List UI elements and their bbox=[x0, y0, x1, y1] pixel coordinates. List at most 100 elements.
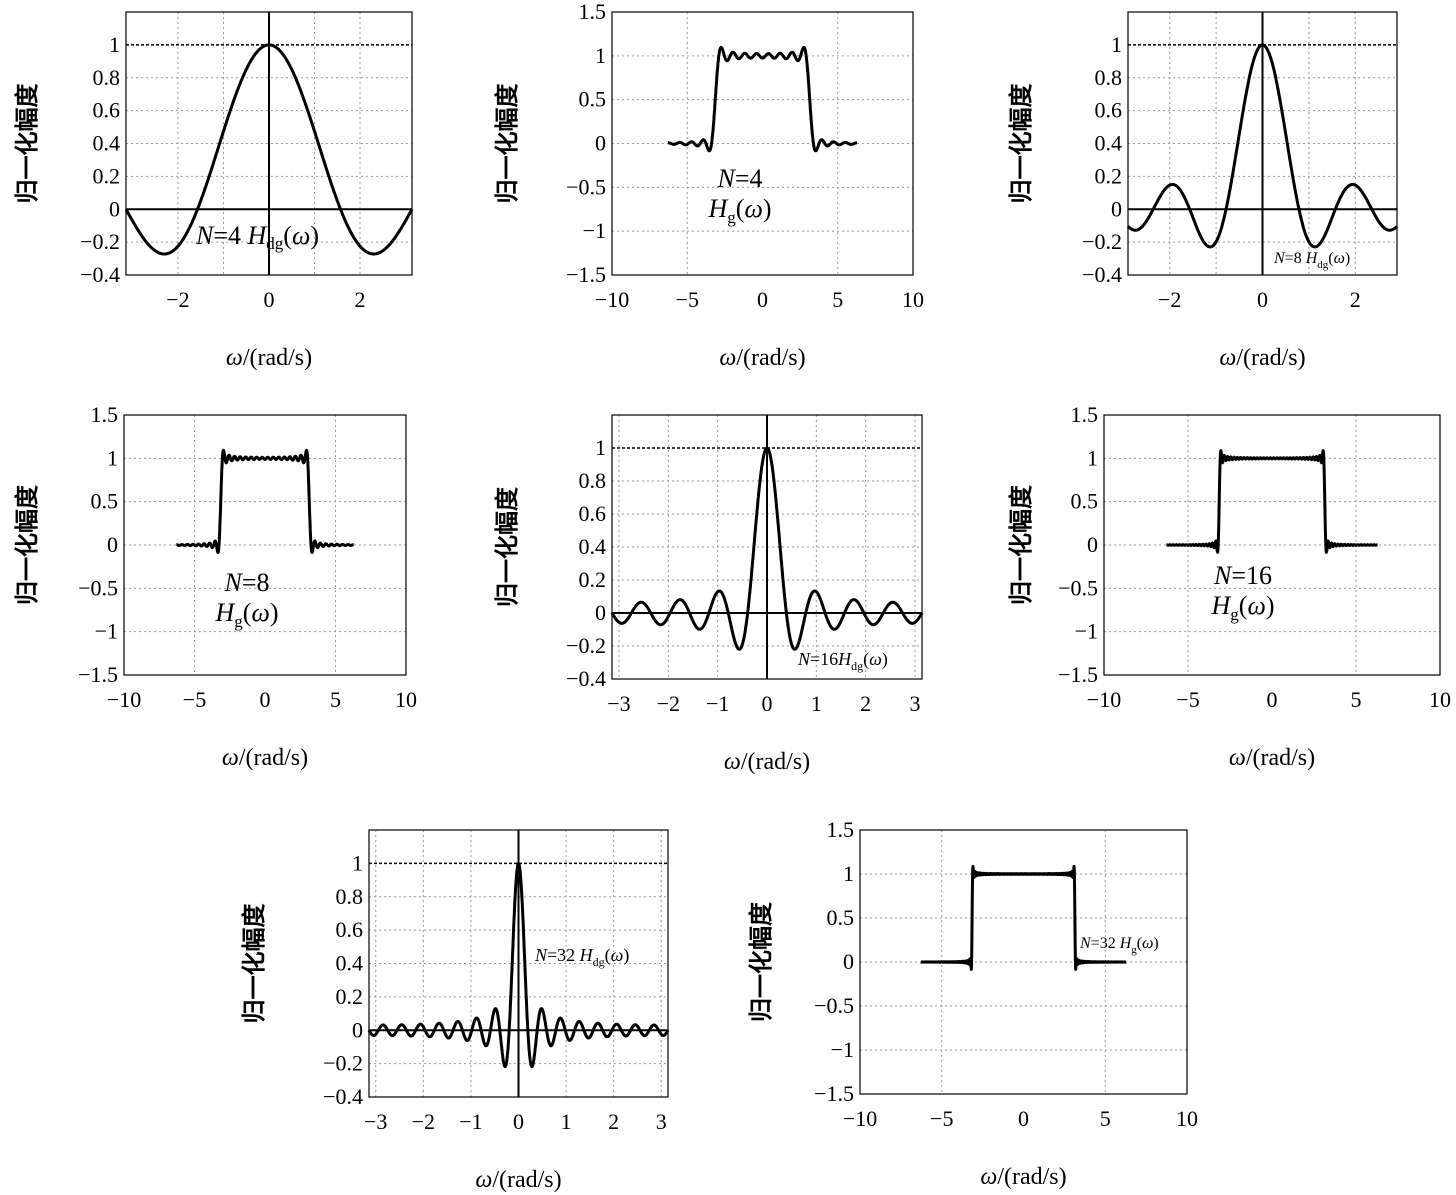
y-tick-label: 0.2 bbox=[336, 984, 364, 1009]
chart-panel-7: −3 −2 −1 0 1 2 3 −0.4 −0.2 0 0.2 0.4 0.6 0.8 1 ω/(rad/s… bbox=[240, 829, 670, 1193]
y-axis-label: 归一化幅度 bbox=[13, 83, 41, 204]
y-tick-label: 0.4 bbox=[579, 534, 607, 559]
x-tick-label: −1 bbox=[459, 1109, 482, 1134]
y-tick-label: 1 bbox=[107, 445, 118, 470]
x-tick-label: −2 bbox=[166, 287, 189, 312]
y-tick-label: 0.6 bbox=[93, 98, 121, 123]
y-axis-label: 归一化幅度 bbox=[1007, 484, 1035, 605]
y-tick-label: −0.5 bbox=[566, 174, 606, 199]
y-tick-label: 0.2 bbox=[579, 567, 607, 592]
y-axis-label: 归一化幅度 bbox=[747, 901, 775, 1022]
plot-frame bbox=[123, 414, 407, 676]
y-tick-label: 1.5 bbox=[579, 0, 607, 24]
y-tick-label: 0.8 bbox=[93, 65, 121, 90]
y-axis-label: 归一化幅度 bbox=[1007, 83, 1035, 204]
y-tick-label: 0.6 bbox=[1095, 98, 1123, 123]
x-tick-label: 0 bbox=[762, 691, 773, 716]
y-axis-label: 归一化幅度 bbox=[493, 486, 521, 607]
series-line bbox=[367, 861, 670, 1069]
y-tick-label: −1.5 bbox=[78, 662, 118, 687]
x-tick-label: 10 bbox=[1429, 687, 1451, 712]
x-tick-label: 5 bbox=[832, 287, 843, 312]
x-tick-label: 0 bbox=[260, 687, 271, 712]
y-tick-label: −0.2 bbox=[323, 1051, 363, 1076]
x-tick-label: 5 bbox=[1351, 687, 1362, 712]
y-tick-label: −0.2 bbox=[1082, 229, 1122, 254]
x-tick-label: −3 bbox=[607, 691, 630, 716]
series-annotation: N=4 Hdg(ω) bbox=[195, 221, 319, 253]
x-tick-label: 0 bbox=[1267, 687, 1278, 712]
x-tick-label: 0 bbox=[757, 287, 768, 312]
x-tick-label: −10 bbox=[1087, 687, 1121, 712]
x-tick-label: 0 bbox=[1257, 287, 1268, 312]
y-tick-label: −0.2 bbox=[80, 229, 120, 254]
y-tick-label: 0 bbox=[109, 196, 120, 221]
chart-panel-8: −10 −5 0 5 10 −1.5 −1 −0.5 0 0.5 1 1.5 ω/(rad/s) 归一化幅… bbox=[747, 817, 1198, 1190]
x-axis-label: ω/(rad/s) bbox=[719, 345, 805, 371]
x-tick-label: 1 bbox=[811, 691, 822, 716]
chart-panel-5: −3 −2 −1 0 1 2 3 −0.4 −0.2 0 0.2 0.4 0.6 0.8 1 ω/(rad/s… bbox=[493, 414, 924, 775]
series-line bbox=[1165, 449, 1379, 554]
y-tick-label: −1 bbox=[95, 619, 118, 644]
series-line bbox=[610, 446, 924, 651]
x-tick-label: −2 bbox=[1158, 287, 1181, 312]
x-axis-label: ω/(rad/s) bbox=[980, 1164, 1066, 1190]
y-tick-label: −0.4 bbox=[1082, 262, 1122, 287]
x-axis-label: ω/(rad/s) bbox=[1219, 345, 1305, 371]
x-tick-label: 2 bbox=[355, 287, 366, 312]
y-tick-label: −1.5 bbox=[1058, 662, 1098, 687]
x-tick-label: 2 bbox=[1350, 287, 1361, 312]
y-tick-label: 0 bbox=[595, 131, 606, 156]
x-axis-label: ω/(rad/s) bbox=[222, 745, 308, 771]
series-annotation: N=8 Hdg(ω) bbox=[1273, 250, 1350, 271]
x-tick-label: −5 bbox=[930, 1106, 953, 1131]
y-tick-label: −1.5 bbox=[566, 262, 606, 287]
y-tick-label: 0.2 bbox=[93, 163, 121, 188]
series-annotation: N=32 Hdg(ω) bbox=[534, 945, 629, 969]
y-tick-label: 1.5 bbox=[827, 817, 855, 842]
x-tick-label: 2 bbox=[608, 1109, 619, 1134]
x-tick-label: −10 bbox=[107, 687, 141, 712]
series-annotation: Hg(ω) bbox=[215, 598, 279, 631]
y-axis-label: 归一化幅度 bbox=[13, 484, 41, 605]
y-tick-label: 0.4 bbox=[336, 951, 364, 976]
x-tick-label: 0 bbox=[1018, 1106, 1029, 1131]
x-tick-label: 5 bbox=[330, 687, 341, 712]
chart-panel-4: −10 −5 0 5 10 −1.5 −1 −0.5 0 0.5 1 1.5 ω/(rad/s) 归一化幅… bbox=[13, 402, 417, 771]
plot-frame bbox=[859, 829, 1188, 1095]
x-tick-label: 2 bbox=[860, 691, 871, 716]
y-tick-label: 1.5 bbox=[91, 402, 119, 427]
x-axis-label: ω/(rad/s) bbox=[1229, 745, 1315, 771]
x-tick-label: 10 bbox=[1176, 1106, 1198, 1131]
x-tick-label: 3 bbox=[656, 1109, 667, 1134]
series-annotation: N=4 bbox=[716, 164, 762, 193]
y-tick-label: −0.5 bbox=[78, 575, 118, 600]
y-tick-label: 0.6 bbox=[579, 501, 607, 526]
y-tick-label: 0.8 bbox=[1095, 65, 1123, 90]
x-tick-label: 5 bbox=[1100, 1106, 1111, 1131]
x-axis-label: ω/(rad/s) bbox=[724, 749, 810, 775]
y-tick-label: −1 bbox=[831, 1037, 854, 1062]
y-tick-label: 0.5 bbox=[1071, 489, 1099, 514]
plot-frame bbox=[1127, 11, 1398, 276]
y-tick-label: 1 bbox=[1111, 32, 1122, 57]
x-tick-label: 0 bbox=[264, 287, 275, 312]
y-tick-label: 0 bbox=[352, 1017, 363, 1042]
series-line bbox=[1126, 43, 1399, 249]
plot-frame bbox=[1103, 414, 1441, 676]
chart-panel-1: −2 0 2 −0.4 −0.2 0 0.2 0.4 0.6 0.8 1 ω/(rad/s) 归一化幅度… bbox=[13, 11, 414, 371]
plot-frame bbox=[611, 11, 914, 276]
plot-frame bbox=[125, 11, 413, 276]
x-tick-label: 10 bbox=[902, 287, 924, 312]
y-tick-label: 0.5 bbox=[91, 489, 119, 514]
y-tick-label: 1 bbox=[109, 32, 120, 57]
y-tick-label: −0.5 bbox=[1058, 575, 1098, 600]
y-tick-label: −1.5 bbox=[814, 1081, 854, 1106]
y-tick-label: −1 bbox=[583, 218, 606, 243]
series-annotation: N=16Hdg(ω) bbox=[797, 649, 888, 673]
y-tick-label: 0 bbox=[1087, 532, 1098, 557]
series-annotation: N=32 Hg(ω) bbox=[1079, 935, 1159, 956]
x-tick-label: −10 bbox=[595, 287, 629, 312]
plot-frame bbox=[611, 414, 923, 680]
series-annotation: N=8 bbox=[223, 568, 269, 597]
